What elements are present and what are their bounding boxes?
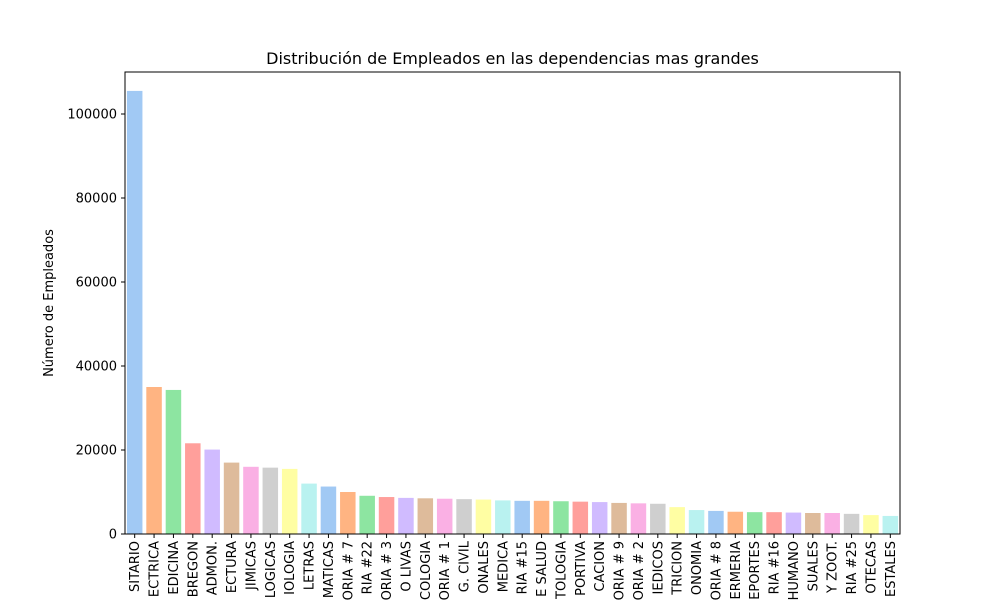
bar-24	[572, 501, 589, 534]
plot-frame	[124, 71, 901, 535]
bar-23	[553, 501, 569, 534]
bar-19	[475, 499, 492, 534]
y-tick-label-80000: 80000	[76, 192, 117, 207]
chart-title: Distribución de Empleados en las depende…	[266, 49, 759, 68]
bar-4	[185, 443, 201, 534]
bar-12	[340, 492, 356, 534]
y-tick-label-20000: 20000	[76, 444, 117, 459]
y-axis-label: Número de Empleados	[42, 229, 57, 377]
x-tick-label-21: RIA #15	[516, 541, 531, 594]
bar-20	[495, 500, 511, 534]
bar-1	[126, 90, 143, 535]
x-tick-label-11: MATICAS	[322, 541, 337, 598]
x-tick-label-36: SUALES	[806, 541, 821, 591]
bar-27	[630, 503, 647, 534]
x-tick-label-10: LETRAS	[303, 541, 318, 590]
x-tick-label-29: TRICION	[671, 541, 686, 596]
x-tick-label-24: PORTIVA	[574, 541, 589, 596]
x-tick-label-37: Y ZOOT.	[826, 541, 841, 594]
x-tick-label-20: MEDICA	[496, 541, 511, 592]
x-axis: SITARIO ECTRICA EDICINA BREGON ADMON. ECTURA J…	[128, 534, 899, 600]
x-tick-label-33: EPORTES	[748, 541, 763, 600]
x-tick-label-12: ORIA # 7	[341, 541, 356, 600]
x-tick-label-38: RIA #25	[845, 541, 860, 594]
bar-6	[223, 462, 240, 534]
y-tick-label-40000: 40000	[76, 360, 117, 375]
bar-36	[805, 513, 821, 534]
bar-21	[514, 500, 530, 534]
y-axis: 0 20000 40000 60000 80000 100000	[67, 108, 125, 543]
x-tick-label-23: TOLOGIA	[554, 541, 569, 600]
x-tick-label-30: ONOMIA	[690, 541, 705, 595]
x-tick-label-3: EDICINA	[167, 541, 182, 595]
bar-39	[863, 515, 879, 534]
bar-8	[262, 467, 279, 534]
bar-2	[146, 387, 162, 534]
x-tick-label-31: ORIA # 8	[709, 541, 724, 600]
bar-37	[824, 513, 840, 534]
bar-40	[882, 515, 899, 534]
x-tick-label-39: OTECAS	[864, 541, 879, 594]
x-tick-label-25: CACION	[593, 541, 608, 592]
x-tick-label-4: BREGON	[186, 541, 201, 597]
bar-17	[436, 498, 453, 534]
bar-22	[533, 500, 550, 534]
bar-38	[843, 513, 860, 534]
bar-3	[165, 389, 182, 534]
bar-31	[708, 510, 724, 534]
bar-11	[320, 486, 337, 534]
bar-30	[688, 510, 705, 534]
bar-16	[417, 498, 434, 534]
bar-15	[398, 497, 414, 534]
x-tick-label-17: ORIA # 1	[438, 541, 453, 600]
x-tick-label-16: COLOGIA	[419, 541, 434, 600]
bar-33	[746, 512, 763, 534]
y-tick-label-100000: 100000	[67, 108, 117, 123]
x-tick-label-7: JIMICAS	[244, 541, 259, 591]
bar-5	[204, 449, 220, 534]
x-tick-label-32: ERMERIA	[729, 541, 744, 600]
x-tick-label-9: IOLOGIA	[283, 541, 298, 595]
x-tick-label-28: IEDICOS	[651, 541, 666, 594]
x-tick-label-8: LOGICAS	[264, 541, 279, 598]
bar-29	[669, 507, 685, 534]
x-tick-label-6: ECTURA	[225, 541, 240, 593]
x-tick-label-22: E SALUD	[535, 541, 550, 597]
bar-28	[650, 503, 666, 534]
y-tick-label-60000: 60000	[76, 276, 117, 291]
x-tick-label-26: ORIA # 9	[613, 541, 628, 600]
x-tick-label-14: ORIA # 3	[380, 541, 395, 600]
bar-25	[591, 502, 608, 534]
x-tick-label-15: O LIVAS	[399, 541, 414, 592]
x-tick-label-35: HUMANO	[787, 541, 802, 600]
bar-14	[378, 497, 395, 534]
bar-13	[359, 495, 375, 534]
x-tick-label-19: ONALES	[477, 541, 492, 594]
bar-26	[611, 502, 627, 534]
x-tick-label-5: ADMON.	[206, 541, 221, 595]
x-tick-label-18: G. CIVIL	[458, 540, 473, 592]
x-tick-label-27: ORIA # 2	[632, 541, 647, 600]
bar-35	[785, 512, 802, 534]
bar-18	[456, 499, 472, 534]
x-tick-label-1: SITARIO	[128, 541, 143, 592]
x-tick-label-34: RIA #16	[768, 541, 783, 594]
bar-10	[301, 483, 317, 534]
bar-7	[243, 466, 259, 534]
x-tick-label-13: RIA #22	[361, 541, 376, 594]
bar-34	[766, 512, 782, 534]
x-tick-label-40: ESTALES	[884, 541, 899, 597]
y-tick-label-0: 0	[109, 528, 117, 543]
x-tick-label-2: ECTRICA	[148, 541, 163, 597]
bars-group	[126, 90, 899, 535]
bar-9	[281, 468, 298, 534]
bar-32	[727, 511, 744, 534]
